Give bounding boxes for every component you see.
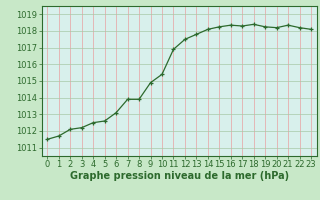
X-axis label: Graphe pression niveau de la mer (hPa): Graphe pression niveau de la mer (hPa) bbox=[70, 171, 289, 181]
